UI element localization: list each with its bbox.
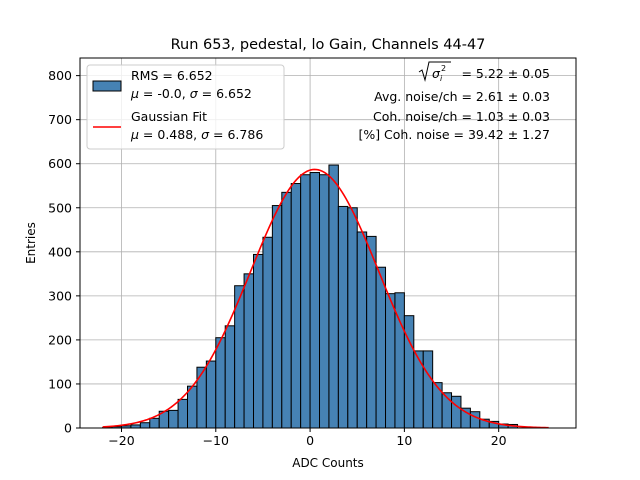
histogram-bar: [205, 360, 217, 429]
histogram-bar: [186, 385, 198, 429]
legend-hist-swatch: [92, 80, 122, 92]
gaussian-fit-curve: [102, 168, 549, 429]
svg-text:i: i: [440, 74, 443, 83]
histogram-bar: [290, 183, 302, 429]
histogram-bar: [413, 350, 424, 429]
legend-hist-stats: μ = -0.0, σ = 6.652: [130, 86, 252, 101]
histogram-bar: [139, 422, 151, 429]
histogram-bar: [422, 350, 434, 429]
x-axis-label: ADC Counts: [292, 456, 364, 470]
histogram-bar: [149, 417, 160, 429]
chart-title: Run 653, pedestal, lo Gain, Channels 44-…: [171, 37, 486, 53]
histogram-bar: [262, 236, 273, 429]
histogram-bar: [451, 395, 462, 429]
histogram-bar: [385, 293, 396, 429]
y-tick-label: 800: [48, 68, 72, 83]
legend-hist-rms: RMS = 6.652: [131, 68, 213, 83]
y-tick-label: 500: [48, 200, 72, 215]
histogram-bar: [356, 231, 368, 429]
histogram-bar: [300, 174, 311, 429]
annotation-pct-coh-noise: [%] Coh. noise = 39.42 ± 1.27: [358, 127, 550, 142]
histogram-bar: [243, 273, 255, 429]
histogram-bar: [215, 337, 226, 429]
y-axis-ticks: 0 100 200 300 400 500 600 700 800: [48, 68, 80, 436]
annotation-avg-noise: Avg. noise/ch = 2.61 ± 0.03: [374, 89, 550, 104]
x-axis-ticks: −20 −10 0 10 20: [108, 428, 507, 448]
histogram-bar: [177, 398, 188, 429]
histogram-bar: [375, 266, 387, 429]
legend-fit-mu: 0.488: [157, 127, 193, 142]
legend-fit-sigma: 6.786: [227, 127, 263, 142]
x-tick-label: 20: [491, 433, 507, 448]
y-tick-label: 400: [48, 244, 72, 259]
x-tick-label: −20: [108, 433, 134, 448]
histogram-bar: [271, 205, 283, 429]
x-tick-label: −10: [203, 433, 229, 448]
annotation-coh-noise: Coh. noise/ch = 1.03 ± 0.03: [373, 109, 550, 124]
histogram-bar: [224, 325, 236, 429]
svg-text:σ: σ: [432, 66, 441, 81]
y-tick-label: 600: [48, 156, 72, 171]
legend-fit-stats: μ = 0.488, σ = 6.786: [130, 127, 263, 142]
histogram-bar: [168, 409, 179, 429]
histogram-bar: [337, 205, 349, 429]
y-tick-label: 200: [48, 332, 72, 347]
y-tick-label: 700: [48, 112, 72, 127]
annotation-sqrt-value: = 5.22 ± 0.05: [461, 66, 550, 81]
y-tick-label: 0: [64, 421, 72, 436]
legend-hist-sigma: 6.652: [216, 86, 252, 101]
histogram-bar: [319, 174, 330, 429]
sqrt-sigma-symbol: σ i 2: [418, 61, 451, 83]
legend-box: [86, 64, 285, 150]
svg-text:2: 2: [441, 64, 446, 73]
histogram-bar: [281, 191, 292, 429]
y-tick-label: 300: [48, 288, 72, 303]
histogram-bar: [469, 411, 481, 429]
histogram-bar: [347, 207, 358, 429]
histogram-bar: [196, 366, 207, 429]
histogram-bar: [366, 235, 377, 429]
x-tick-label: 0: [306, 433, 314, 448]
y-tick-label: 100: [48, 376, 72, 391]
gaussian-fit: [102, 168, 549, 429]
histogram-bar: [328, 164, 339, 429]
histogram-bar: [309, 172, 321, 429]
legend-fit-title: Gaussian Fit: [131, 109, 207, 124]
histogram-bar: [253, 253, 264, 429]
histogram-bar: [432, 382, 443, 429]
noise-annotations: σ i 2 = 5.22 ± 0.05 Avg. noise/ch = 2.61…: [358, 61, 550, 142]
legend: RMS = 6.652 μ = -0.0, σ = 6.652 Gaussian…: [86, 64, 285, 150]
plot-frame: [79, 57, 577, 429]
legend-hist-mu: -0.0: [157, 86, 181, 101]
x-tick-label: 10: [396, 433, 412, 448]
y-axis-label: Entries: [24, 222, 38, 264]
